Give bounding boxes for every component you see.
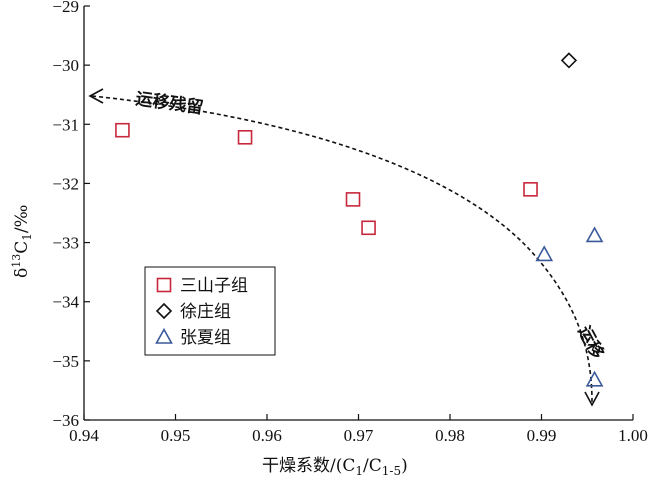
arrowhead-upper-left-icon — [88, 88, 104, 104]
y-tick-label: −32 — [52, 174, 79, 193]
legend-square-icon — [156, 277, 172, 293]
x-axis-title: 干燥系数/(C1/C1-5) — [262, 456, 408, 478]
axes — [83, 6, 633, 421]
x-tick-label: 0.98 — [435, 426, 465, 445]
annotation-migration: 运移 — [574, 322, 609, 362]
y-tick-labels: −29 −30 −31 −32 −33 −34 −35 −36 — [52, 0, 79, 430]
y-tick-label: −34 — [52, 293, 79, 312]
square-point — [523, 182, 538, 197]
diamond-point — [560, 52, 578, 69]
x-tick-label: 0.94 — [69, 426, 99, 445]
legend-label: 张夏组 — [180, 328, 231, 348]
legend-label: 三山子组 — [180, 276, 248, 296]
triangle-point — [585, 370, 604, 387]
triangle-point — [535, 245, 554, 262]
data-points — [115, 52, 604, 387]
y-tick-label: −30 — [52, 56, 79, 75]
triangle-point — [585, 226, 604, 243]
x-tick-label: 0.95 — [161, 426, 191, 445]
x-tick-label: 0.99 — [527, 426, 557, 445]
square-point — [237, 129, 253, 145]
migration-trend-curve — [91, 95, 593, 403]
y-tick-label: −33 — [52, 234, 79, 253]
y-axis-title: δ13C1/‰ — [10, 205, 34, 278]
x-tick-label: 1.00 — [618, 426, 648, 445]
legend-diamond-icon — [155, 302, 173, 320]
x-tick-label: 0.97 — [344, 426, 374, 445]
tick-marks — [83, 5, 634, 421]
square-point — [361, 220, 376, 236]
y-tick-label: −29 — [52, 0, 79, 16]
legend-triangle-icon — [155, 327, 173, 344]
x-tick-labels: 0.94 0.95 0.96 0.97 0.98 0.99 1.00 — [69, 426, 648, 445]
y-tick-label: −36 — [52, 411, 79, 430]
square-point — [345, 192, 361, 207]
square-point — [115, 122, 130, 138]
x-tick-label: 0.96 — [252, 426, 282, 445]
annotation-migration-residual: 运移残留 — [134, 88, 204, 118]
legend-box — [144, 266, 276, 356]
arrowhead-bottom-icon — [584, 391, 600, 407]
y-tick-label: −31 — [52, 115, 79, 134]
legend-label: 徐庄组 — [180, 302, 231, 322]
y-tick-label: −35 — [52, 352, 79, 371]
